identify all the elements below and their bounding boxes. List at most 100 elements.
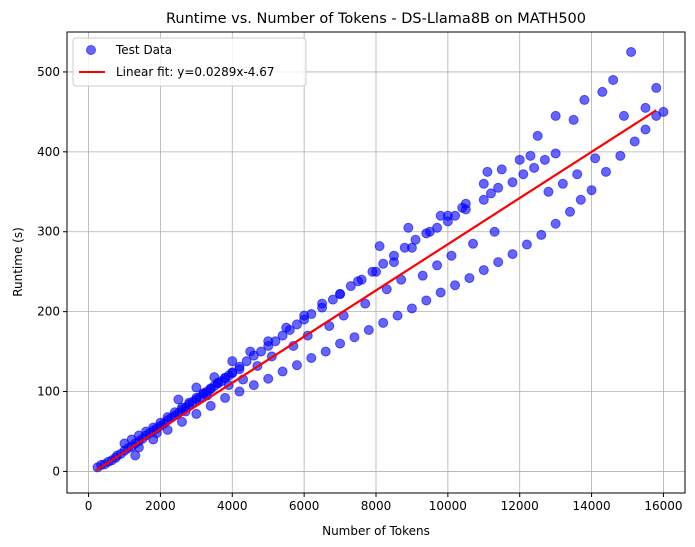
scatter-point [435, 287, 446, 298]
scatter-point [507, 177, 518, 188]
x-tick-label: 4000 [217, 499, 248, 513]
y-tick-label: 400 [37, 145, 60, 159]
scatter-point [608, 74, 619, 85]
x-tick-label: 10000 [429, 499, 467, 513]
scatter-point [550, 148, 561, 159]
scatter-point [162, 412, 173, 423]
scatter-point [493, 257, 504, 268]
scatter-point [457, 202, 468, 213]
scatter-point [478, 265, 489, 276]
scatter-point [256, 346, 267, 357]
scatter-point [565, 206, 576, 217]
scatter-point [374, 241, 385, 252]
scatter-point [482, 166, 493, 177]
scatter-point [485, 188, 496, 199]
scatter-point [658, 106, 669, 117]
legend-marker-test-data [86, 45, 96, 55]
scatter-point [345, 281, 356, 292]
scatter-point [424, 226, 435, 237]
chart-title: Runtime vs. Number of Tokens - DS-Llama8… [166, 11, 586, 27]
legend: Test Data Linear fit: y=0.0289x-4.67 [72, 37, 307, 87]
x-ticks: 0 2000 4000 6000 8000 10000 12000 14000 16000 [85, 493, 683, 513]
scatter-point [363, 325, 374, 336]
scatter-point [543, 186, 554, 197]
y-tick-label: 0 [52, 464, 60, 478]
scatter-point [360, 298, 371, 309]
scatter-point [281, 322, 292, 333]
linear-fit-line [95, 109, 657, 472]
scatter-point [227, 367, 238, 378]
scatter-point [590, 153, 601, 164]
scatter-point [299, 310, 310, 321]
scatter-point [417, 270, 428, 281]
scatter-point [130, 450, 141, 461]
scatter-point [378, 317, 389, 328]
y-tick-label: 500 [37, 65, 60, 79]
legend-box [72, 37, 307, 87]
scatter-point [478, 178, 489, 189]
scatter-point [320, 346, 331, 357]
scatter-point [241, 356, 252, 367]
scatter-point [335, 338, 346, 349]
y-tick-label: 300 [37, 225, 60, 239]
scatter-point [353, 276, 364, 287]
scatter-point [176, 416, 187, 427]
scatter-point [507, 249, 518, 260]
x-tick-label: 0 [85, 499, 93, 513]
scatter-point [640, 124, 651, 135]
scatter-point [234, 361, 245, 372]
scatter-point [191, 392, 202, 403]
scatter-point [626, 46, 637, 57]
scatter-point [220, 392, 231, 403]
scatter-point [435, 210, 446, 221]
scatter-point [493, 182, 504, 193]
scatter-point [539, 154, 550, 165]
scatter-point [514, 154, 525, 165]
scatter-point [406, 303, 417, 314]
scatter-point [155, 417, 166, 428]
scatter-point [640, 102, 651, 113]
scatter-point [597, 86, 608, 97]
scatter-point [184, 397, 195, 408]
scatter-point [306, 352, 317, 363]
scatter-point [586, 185, 597, 196]
y-ticks: 0 100 200 300 400 500 [37, 65, 67, 478]
scatter-point [421, 295, 432, 306]
fit-line-group [95, 109, 657, 472]
scatter-point [403, 222, 414, 233]
scatter-point [227, 356, 238, 367]
scatter-point [205, 400, 216, 411]
scatter-point [327, 294, 338, 305]
scatter-point [468, 238, 479, 249]
scatter-point [432, 260, 443, 271]
scatter-point [291, 360, 302, 371]
scatter-point [317, 298, 328, 309]
scatter-point [521, 239, 532, 250]
scatter-point [349, 332, 360, 343]
scatter-point [629, 136, 640, 147]
scatter-point [191, 382, 202, 393]
scatter-point [378, 258, 389, 269]
scatter-point [536, 229, 547, 240]
legend-label-test-data: Test Data [115, 43, 172, 57]
scatter-point [525, 150, 536, 161]
scatter-point [496, 164, 507, 175]
scatter-point [550, 218, 561, 229]
scatter-point [600, 166, 611, 177]
scatter-point [575, 194, 586, 205]
scatter-point [410, 234, 421, 245]
scatter-point [615, 150, 626, 161]
scatter-point [209, 372, 220, 383]
scatter-point [277, 366, 288, 377]
y-tick-label: 100 [37, 385, 60, 399]
scatter-point [532, 130, 543, 141]
y-tick-label: 200 [37, 305, 60, 319]
scatter-point [572, 169, 583, 180]
scatter-point [173, 394, 184, 405]
scatter-point [263, 336, 274, 347]
scatter-point [277, 330, 288, 341]
scatter-point [234, 386, 245, 397]
x-tick-label: 6000 [289, 499, 320, 513]
scatter-point [651, 82, 662, 93]
